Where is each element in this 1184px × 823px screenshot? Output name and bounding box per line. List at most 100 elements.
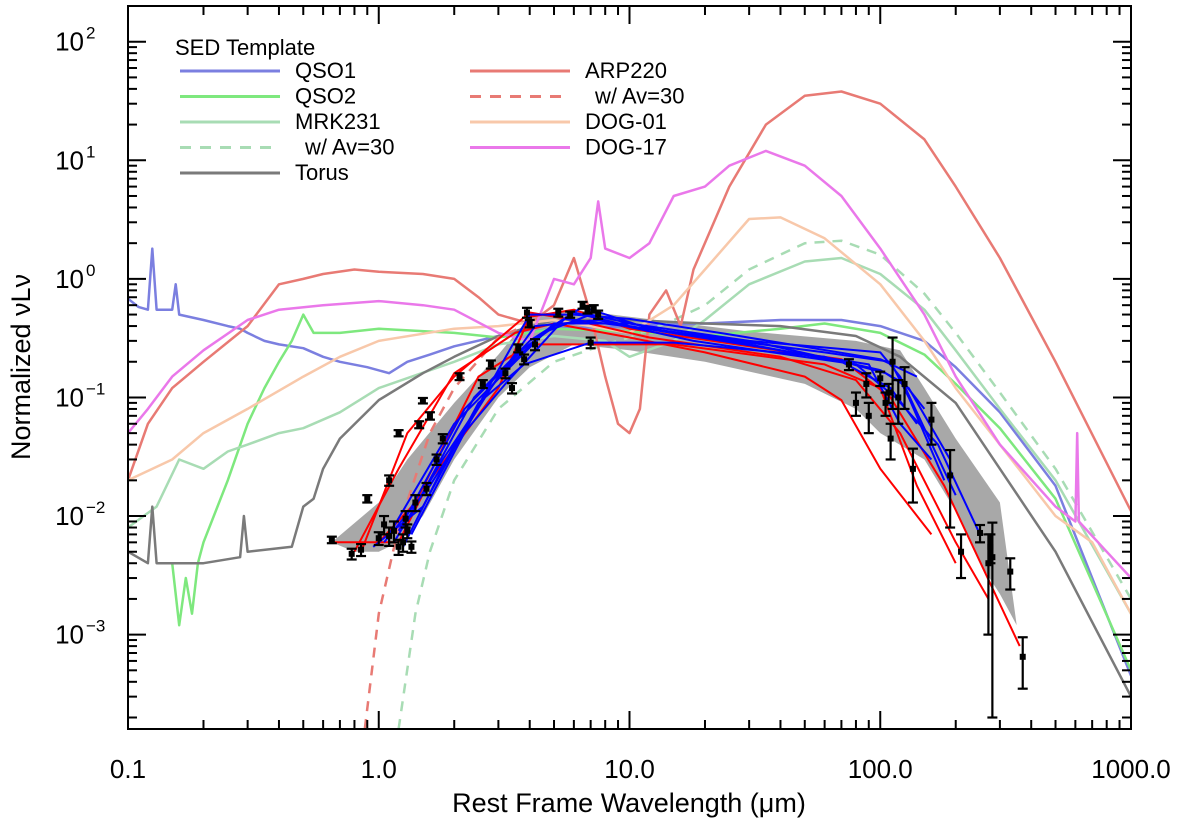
data-marker	[987, 543, 994, 550]
data-point-27	[507, 382, 518, 395]
data-marker	[928, 416, 935, 423]
y-tick-exponent: −2	[86, 498, 105, 517]
data-marker	[567, 311, 574, 318]
data-point-50	[899, 366, 910, 411]
data-point-59	[1005, 557, 1016, 591]
data-point-49	[893, 379, 904, 425]
data-marker	[947, 472, 954, 479]
data-marker	[865, 412, 872, 419]
data-marker	[358, 546, 365, 553]
legend-label: DOG-01	[585, 109, 667, 134]
template-qso1-line	[128, 247, 1131, 677]
data-marker	[526, 320, 533, 327]
legend-label: QSO1	[295, 58, 356, 83]
data-marker	[587, 339, 594, 346]
legend-title: SED Template	[175, 35, 315, 60]
data-point-3	[356, 542, 367, 558]
data-marker	[404, 527, 411, 534]
data-marker	[877, 375, 884, 382]
data-marker	[889, 358, 896, 365]
model-range-band	[331, 309, 1017, 626]
data-marker	[901, 380, 908, 387]
data-point-39	[593, 309, 604, 320]
data-point-14	[402, 523, 413, 540]
template-arp220-line	[128, 90, 1131, 512]
data-marker	[412, 499, 419, 506]
data-marker	[555, 309, 562, 316]
data-point-11	[393, 429, 404, 438]
x-tick-label: 100.0	[848, 754, 913, 784]
axis-ticks	[127, 5, 1132, 729]
data-marker	[595, 311, 602, 318]
data-marker	[887, 435, 894, 442]
data-point-54	[956, 533, 967, 580]
data-point-37	[585, 336, 596, 350]
data-points	[326, 300, 1028, 719]
data-marker	[958, 548, 965, 555]
template-torus-line	[128, 318, 1131, 698]
data-point-1	[326, 535, 337, 545]
data-marker	[426, 412, 433, 419]
data-marker	[977, 529, 984, 536]
data-point-8	[384, 474, 395, 487]
data-point-18	[417, 396, 428, 405]
data-marker	[400, 539, 407, 546]
data-marker	[863, 380, 870, 387]
y-tick-label: 10	[55, 264, 84, 294]
data-marker	[852, 399, 859, 406]
data-marker	[895, 394, 902, 401]
template-curves	[128, 90, 1131, 729]
x-tick-label: 1000.0	[1091, 754, 1171, 784]
x-tick-label: 1.0	[361, 754, 397, 784]
data-point-42	[861, 372, 872, 399]
data-point-21	[431, 453, 442, 466]
y-tick-exponent: −3	[86, 617, 105, 636]
data-marker	[521, 356, 528, 363]
data-marker	[479, 380, 486, 387]
model-range-envelope	[331, 309, 1017, 626]
data-point-22	[437, 433, 448, 445]
legend-label: w/ Av=30	[594, 84, 685, 109]
legend-label: MRK231	[295, 109, 381, 134]
data-marker	[456, 373, 463, 380]
y-tick-exponent: −1	[86, 379, 105, 398]
y-tick-exponent: 2	[86, 24, 95, 43]
data-point-44	[875, 370, 886, 388]
data-marker	[328, 536, 335, 543]
data-point-41	[850, 391, 861, 417]
y-tick-label: 10	[55, 382, 84, 412]
data-marker	[509, 385, 516, 392]
legend-label: QSO2	[295, 84, 356, 109]
data-point-30	[521, 306, 532, 319]
red-fit-line-1	[360, 311, 990, 600]
data-point-25	[485, 359, 496, 370]
data-marker	[395, 543, 402, 550]
data-marker	[439, 435, 446, 442]
y-tick-label: 10	[55, 27, 84, 57]
data-marker	[1019, 653, 1026, 660]
data-point-43	[863, 401, 874, 435]
data-point-34	[565, 310, 576, 319]
data-marker	[402, 515, 409, 522]
data-point-20	[424, 411, 435, 421]
fit-lines	[331, 305, 1021, 647]
data-point-31	[524, 318, 535, 329]
data-marker	[845, 361, 852, 368]
data-marker	[433, 456, 440, 463]
red-fit-line-3	[353, 322, 933, 553]
data-marker	[416, 421, 423, 428]
data-point-2	[346, 547, 357, 561]
template-dog-01-line	[128, 216, 1131, 615]
data-marker	[1007, 568, 1014, 575]
data-marker	[390, 527, 397, 534]
data-marker	[386, 532, 393, 539]
data-marker	[408, 543, 415, 550]
data-point-48	[887, 336, 898, 411]
data-marker	[989, 554, 996, 561]
template-qso2-line	[170, 313, 1131, 671]
data-point-24	[477, 379, 488, 390]
data-marker	[909, 465, 916, 472]
data-point-32	[530, 338, 541, 352]
